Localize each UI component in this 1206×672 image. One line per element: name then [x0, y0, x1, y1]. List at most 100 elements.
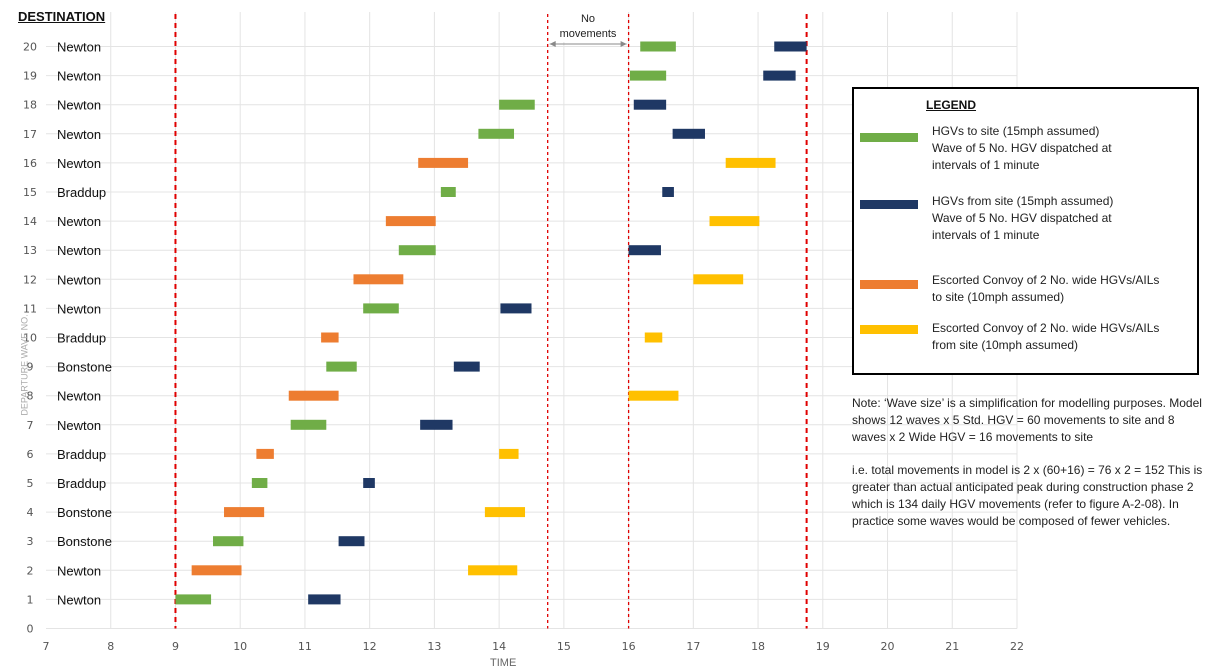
movement-bar — [440, 187, 456, 197]
movement-bar — [629, 70, 667, 81]
destination-label: Newton — [57, 272, 101, 287]
legend-item-label: Escorted Convoy of 2 No. wide HGVs/AILs … — [932, 273, 1160, 304]
movement-bar — [499, 99, 535, 110]
movement-bar — [500, 303, 532, 314]
destination-label: Bonstone — [57, 534, 112, 549]
x-tick-label: 14 — [492, 640, 506, 653]
y-tick-label: 10 — [23, 332, 37, 345]
x-tick-label: 12 — [363, 640, 377, 653]
destination-label: Newton — [57, 563, 101, 578]
destination-label: Newton — [57, 214, 101, 229]
x-tick-label: 19 — [816, 640, 830, 653]
x-tick-label: 13 — [427, 640, 441, 653]
x-tick-label: 22 — [1010, 640, 1024, 653]
legend-swatch — [860, 280, 918, 289]
movement-bar — [363, 478, 375, 488]
notes-block: Note: ‘Wave size’ is a simplification fo… — [852, 395, 1204, 546]
movement-bar — [338, 536, 365, 547]
arrow-head-right — [620, 41, 627, 47]
movement-bar — [224, 507, 265, 518]
legend-item-label: HGVs to site (15mph assumed) Wave of 5 N… — [932, 124, 1112, 172]
movement-bar — [672, 128, 705, 139]
x-tick-label: 7 — [43, 640, 50, 653]
movement-bar — [321, 332, 339, 343]
movement-bar — [398, 245, 436, 256]
destination-label: Newton — [57, 418, 101, 433]
movement-bar — [213, 536, 244, 547]
destination-label: Newton — [57, 98, 101, 113]
note-total-movements: i.e. total movements in model is 2 x (60… — [852, 463, 1203, 528]
legend-box: LEGEND HGVs to site (15mph assumed) Wave… — [852, 87, 1199, 375]
destination-label: Braddup — [57, 447, 106, 462]
movement-bar — [478, 128, 515, 139]
x-tick-label: 20 — [881, 640, 895, 653]
legend-title: LEGEND — [926, 98, 977, 112]
y-tick-label: 4 — [27, 506, 34, 519]
movement-bar — [453, 361, 480, 372]
destination-label: Newton — [57, 127, 101, 142]
legend-swatch — [860, 325, 918, 334]
y-tick-label: 20 — [23, 41, 37, 54]
legend-item-label: HGVs from site (15mph assumed) Wave of 5… — [932, 194, 1114, 242]
y-tick-label: 13 — [23, 244, 37, 257]
movement-bar — [633, 99, 667, 110]
x-tick-label: 10 — [233, 640, 247, 653]
y-tick-label: 17 — [23, 128, 37, 141]
movement-bar — [725, 157, 776, 168]
movement-bar — [191, 565, 242, 576]
movement-bar — [256, 448, 274, 459]
movement-bar — [363, 303, 399, 314]
destination-label: Newton — [57, 156, 101, 171]
y-tick-label: 11 — [23, 302, 37, 315]
note-wave-size: Note: ‘Wave size’ is a simplification fo… — [852, 396, 1202, 444]
x-axis-label: TIME — [490, 657, 517, 669]
x-tick-label: 16 — [622, 640, 636, 653]
movement-bar — [763, 70, 796, 81]
destination-label: Braddup — [57, 476, 106, 491]
legend-swatch — [860, 200, 918, 209]
movement-bar — [484, 507, 526, 518]
legend-item-label: Escorted Convoy of 2 No. wide HGVs/AILs … — [932, 321, 1160, 352]
y-tick-label: 5 — [27, 477, 34, 490]
y-tick-label: 8 — [27, 390, 34, 403]
movement-bar — [308, 594, 341, 605]
x-tick-label: 11 — [298, 640, 312, 653]
movement-bar — [468, 565, 518, 576]
destination-label: Newton — [57, 301, 101, 316]
movement-bar — [175, 594, 212, 605]
movement-bar — [385, 216, 436, 227]
movement-bar — [693, 274, 744, 285]
y-tick-label: 1 — [27, 593, 34, 606]
destination-label: Newton — [57, 69, 101, 84]
movement-bar — [326, 361, 357, 372]
movement-bar — [662, 187, 674, 197]
y-axis-label: DEPARTURE WAVE NO. — [19, 314, 30, 416]
x-tick-label: 9 — [172, 640, 179, 653]
x-tick-label: 8 — [107, 640, 114, 653]
x-tick-label: 21 — [945, 640, 959, 653]
movement-bar — [640, 41, 676, 52]
destination-label: Newton — [57, 40, 101, 55]
x-tick-label: 15 — [557, 640, 571, 653]
movement-bar — [290, 419, 327, 430]
movement-bar — [774, 41, 807, 52]
destination-label: Braddup — [57, 185, 106, 200]
movement-bar — [420, 419, 453, 430]
legend-swatch — [860, 133, 918, 142]
y-tick-label: 18 — [23, 99, 37, 112]
destination-label: Bonstone — [57, 505, 112, 520]
no-movements-label: No movements — [556, 12, 620, 42]
y-tick-label: 16 — [23, 157, 37, 170]
x-tick-label: 17 — [686, 640, 700, 653]
y-tick-label: 3 — [27, 535, 34, 548]
y-tick-label: 15 — [23, 186, 37, 199]
y-tick-label: 19 — [23, 70, 37, 83]
y-tick-label: 0 — [27, 623, 34, 636]
y-tick-label: 2 — [27, 564, 34, 577]
y-tick-label: 6 — [27, 448, 34, 461]
movement-bar — [628, 245, 661, 256]
movement-bar — [251, 478, 268, 488]
y-tick-label: 12 — [23, 273, 37, 286]
movement-bar — [709, 216, 760, 227]
y-tick-label: 7 — [27, 419, 34, 432]
